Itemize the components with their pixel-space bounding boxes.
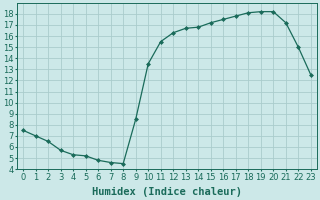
X-axis label: Humidex (Indice chaleur): Humidex (Indice chaleur) <box>92 187 242 197</box>
